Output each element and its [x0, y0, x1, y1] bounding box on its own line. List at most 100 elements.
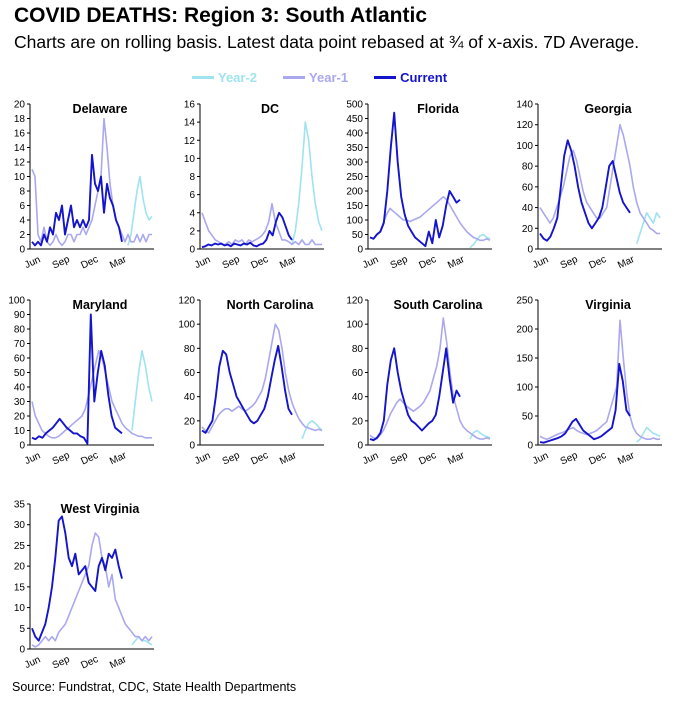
chart-panel-georgia: 0 20 40 60 80 100 120 140 Jun Sep Dec Mar Georgia: [512, 96, 672, 276]
x-tick-label: Jun: [193, 254, 212, 271]
y-tick-label: 20: [14, 562, 26, 573]
y-tick-label: 6: [19, 201, 25, 212]
y-tick-label: 100: [8, 296, 25, 307]
legend-swatch-year1: [283, 75, 306, 79]
chart-title: South Carolina: [394, 298, 484, 312]
x-tick-label: Dec: [587, 254, 608, 271]
y-tick-label: 14: [184, 118, 196, 129]
y-tick-label: 450: [346, 114, 363, 125]
series-line-year-2: [127, 175, 153, 246]
y-tick-label: 4: [189, 208, 195, 219]
x-tick-label: Sep: [51, 450, 72, 468]
y-tick-label: 250: [516, 296, 533, 307]
chart-svg-dc: 0 2 4 6 8 10 12 14 16 Jun Sep Dec Mar DC: [184, 100, 324, 272]
y-tick-label: 200: [346, 187, 363, 198]
y-tick-label: 10: [184, 154, 196, 165]
y-tick-label: 60: [352, 368, 364, 379]
series-line-current: [369, 347, 461, 442]
y-tick-label: 8: [189, 172, 195, 183]
y-tick-label: 100: [516, 141, 533, 152]
x-tick-label: Sep: [389, 254, 410, 272]
x-tick-label: Mar: [616, 450, 637, 468]
y-tick-label: 30: [14, 520, 26, 531]
legend-swatch-current: [374, 75, 397, 79]
y-tick-label: 350: [346, 143, 363, 154]
series-line-year-1: [31, 532, 153, 648]
y-tick-label: 60: [184, 368, 196, 379]
y-tick-label: 6: [189, 190, 195, 201]
y-tick-label: 200: [516, 325, 533, 336]
y-tick-label: 2: [189, 226, 195, 237]
y-tick-label: 0: [19, 441, 25, 452]
y-tick-label: 20: [14, 100, 26, 111]
series-line-year-1: [31, 350, 152, 439]
chart-title: Delaware: [73, 102, 128, 116]
y-tick-label: 80: [352, 344, 364, 355]
x-tick-label: Mar: [108, 450, 129, 468]
y-tick-label: 8: [19, 187, 25, 198]
page-subtitle: Charts are on rolling basis. Latest data…: [14, 32, 640, 52]
series-line-year-1: [539, 319, 660, 440]
y-tick-label: 40: [184, 392, 196, 403]
y-tick-label: 60: [522, 182, 534, 193]
chart-title: DC: [261, 102, 279, 116]
y-tick-label: 0: [357, 441, 363, 452]
y-tick-label: 10: [14, 172, 26, 183]
y-tick-label: 70: [14, 339, 26, 350]
x-tick-label: Sep: [51, 654, 72, 672]
series-line-year-1: [201, 323, 323, 434]
y-tick-label: 50: [352, 230, 364, 241]
source-note: Source: Fundstrat, CDC, State Health Dep…: [12, 680, 297, 694]
legend-item-year1: Year-1: [283, 70, 348, 85]
y-tick-label: 18: [14, 114, 26, 125]
y-tick-label: 500: [346, 100, 363, 111]
chart-panel-north-carolina: 0 20 40 60 80 100 120 Jun Sep Dec Mar North Carolin…: [174, 292, 334, 472]
x-tick-label: Sep: [221, 254, 242, 272]
chart-svg-virginia: 0 50 100 150 200 250 Jun Sep Dec Mar Virginia: [516, 296, 662, 468]
y-tick-label: 16: [14, 129, 26, 140]
y-tick-label: 15: [14, 582, 26, 593]
chart-svg-maryland: 0 10 20 30 40 50 60 70 80 90 100 Jun Sep Dec Mar Maryla…: [8, 296, 154, 468]
y-tick-label: 0: [19, 645, 25, 656]
y-tick-label: 12: [14, 158, 26, 169]
y-tick-label: 100: [516, 383, 533, 394]
chart-title: Virginia: [585, 298, 632, 312]
series-line-current: [369, 111, 461, 248]
y-tick-label: 60: [14, 354, 26, 365]
x-tick-label: Sep: [389, 450, 410, 468]
y-tick-label: 250: [346, 172, 363, 183]
chart-svg-delaware: 0 2 4 6 8 10 12 14 16 18 20 Jun Sep Dec Mar Delaware: [14, 100, 154, 271]
x-tick-label: Jun: [531, 254, 550, 271]
y-tick-label: 40: [522, 203, 534, 214]
legend-label-year2: Year-2: [218, 69, 258, 85]
page-title: COVID DEATHS: Region 3: South Atlantic: [14, 4, 427, 27]
y-tick-label: 50: [14, 368, 26, 379]
x-tick-label: Dec: [249, 254, 270, 271]
y-tick-label: 40: [14, 383, 26, 394]
chart-panel-maryland: 0 10 20 30 40 50 60 70 80 90 100 Jun Sep Dec Mar Maryla…: [4, 292, 164, 472]
chart-title: Maryland: [73, 298, 128, 312]
chart-title: Florida: [417, 102, 460, 116]
x-tick-label: Mar: [108, 654, 129, 672]
series-line-year-2: [301, 420, 323, 440]
y-tick-label: 16: [184, 100, 196, 111]
x-tick-label: Jun: [361, 254, 380, 271]
series-line-year-2: [291, 121, 323, 245]
legend-item-current: Current: [374, 70, 447, 85]
x-tick-label: Sep: [559, 254, 580, 272]
y-tick-label: 80: [522, 162, 534, 173]
x-tick-label: Dec: [79, 254, 100, 271]
y-tick-label: 50: [522, 412, 534, 423]
series-line-year-2: [635, 212, 661, 245]
series-line-year-1: [31, 117, 152, 247]
y-tick-label: 35: [14, 500, 26, 511]
series-line-year-1: [369, 317, 491, 440]
chart-panel-delaware: 0 2 4 6 8 10 12 14 16 18 20 Jun Sep Dec Mar Delaware: [4, 96, 164, 276]
y-tick-label: 0: [189, 245, 195, 256]
x-tick-label: Mar: [446, 254, 467, 272]
x-tick-label: Jun: [193, 450, 212, 467]
x-tick-label: Jun: [23, 654, 42, 671]
series-line-year-1: [201, 202, 322, 246]
chart-svg-west-virginia: 0 5 10 15 20 25 30 35 Jun Sep Dec Mar West Virginia: [14, 500, 154, 672]
y-tick-label: 2: [19, 230, 25, 241]
